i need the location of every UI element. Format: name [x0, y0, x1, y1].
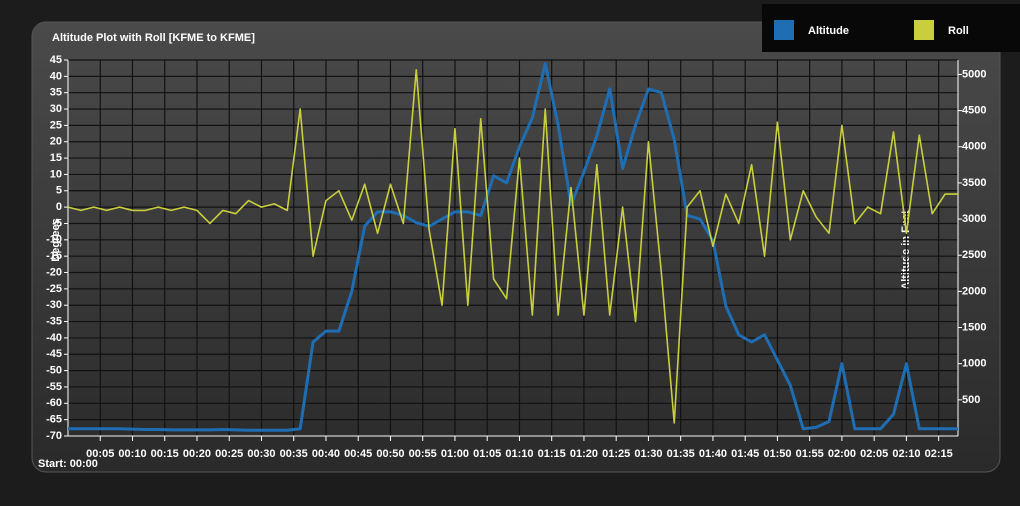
series-line	[68, 62, 958, 432]
x-tick-label: 01:25	[602, 448, 630, 460]
panel	[31, 21, 1001, 473]
x-tick-label: 00:45	[344, 448, 372, 460]
y2-tick-label: 2500	[962, 249, 986, 261]
y-tick-label: -55	[46, 381, 62, 393]
y-tick-label: 30	[50, 103, 62, 115]
series-line	[67, 69, 958, 424]
y-tick-label: 10	[50, 168, 62, 180]
y-tick-label: 45	[50, 54, 62, 66]
x-tick-label: 01:00	[441, 448, 469, 460]
y2-tick-label: 3500	[962, 177, 986, 189]
x-tick-label: 01:50	[763, 448, 791, 460]
x-tick-label: 02:15	[925, 448, 953, 460]
x-tick-label: 00:50	[376, 448, 404, 460]
y-tick-label: 15	[50, 152, 62, 164]
y2-tick-label: 5000	[962, 68, 986, 80]
y2-tick-label: 500	[962, 394, 980, 406]
x-tick-label: 02:10	[892, 448, 920, 460]
x-tick-label: 01:05	[473, 448, 501, 460]
legend-swatch	[774, 20, 794, 40]
x-tick-label: 01:40	[699, 448, 727, 460]
x-tick-label: 00:55	[409, 448, 437, 460]
y-tick-label: -50	[46, 365, 62, 377]
x-tick-label: 00:20	[183, 448, 211, 460]
y-tick-label: 35	[50, 87, 62, 99]
legend-label: Altitude	[808, 25, 849, 37]
y-tick-label: 0	[56, 201, 62, 213]
y-tick-label: 5	[56, 185, 62, 197]
x-tick-label: 01:55	[796, 448, 824, 460]
y-axis-label: Degrees	[50, 218, 62, 261]
x-tick-label: 00:35	[280, 448, 308, 460]
y-tick-label: -40	[46, 332, 62, 344]
x-tick-label: 02:00	[828, 448, 856, 460]
chart-title: Altitude Plot with Roll [KFME to KFME]	[52, 32, 255, 44]
legend-swatch	[914, 20, 934, 40]
y-tick-label: -15	[46, 250, 62, 262]
legend-label: Roll	[948, 25, 969, 37]
start-label: Start: 00:00	[38, 458, 98, 470]
y2-tick-label: 1500	[962, 321, 986, 333]
y-tick-label: -10	[46, 234, 62, 246]
y-tick-label: -60	[46, 397, 62, 409]
x-tick-label: 01:35	[667, 448, 695, 460]
y2-tick-label: 1000	[962, 358, 986, 370]
x-tick-label: 01:30	[634, 448, 662, 460]
x-tick-label: 01:15	[538, 448, 566, 460]
y-tick-label: -30	[46, 299, 62, 311]
y2-tick-label: 2000	[962, 285, 986, 297]
y-tick-label: 25	[50, 119, 62, 131]
y-tick-label: 40	[50, 70, 62, 82]
x-tick-label: 00:05	[86, 448, 114, 460]
x-tick-label: 00:15	[151, 448, 179, 460]
x-tick-label: 00:40	[312, 448, 340, 460]
legend	[762, 4, 1020, 52]
y-tick-label: -20	[46, 266, 62, 278]
y2-tick-label: 3000	[962, 213, 986, 225]
y-tick-label: -70	[46, 430, 62, 442]
x-tick-label: 00:30	[247, 448, 275, 460]
y-tick-label: -45	[46, 348, 62, 360]
x-tick-label: 01:45	[731, 448, 759, 460]
x-tick-label: 01:20	[570, 448, 598, 460]
y2-tick-label: 4500	[962, 105, 986, 117]
x-tick-label: 01:10	[505, 448, 533, 460]
y2-tick-label: 4000	[962, 141, 986, 153]
y-tick-label: -35	[46, 315, 62, 327]
y-tick-label: -5	[52, 217, 62, 229]
x-tick-label: 02:05	[860, 448, 888, 460]
y-tick-label: -65	[46, 414, 62, 426]
y-tick-label: -25	[46, 283, 62, 295]
x-tick-label: 00:10	[118, 448, 146, 460]
y-tick-label: 20	[50, 136, 62, 148]
x-tick-label: 00:25	[215, 448, 243, 460]
